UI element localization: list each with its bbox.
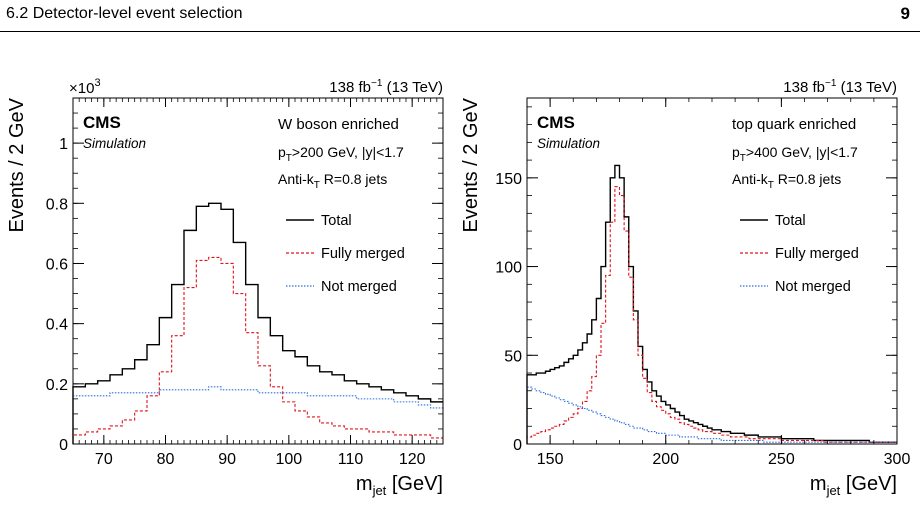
series-line-not-merged (526, 386, 897, 444)
x-tick-label: 200 (652, 451, 679, 468)
x-tick-label: 90 (218, 451, 236, 468)
y-tick-label: 50 (504, 348, 522, 365)
header-rule (0, 31, 920, 32)
page-number: 9 (900, 4, 910, 23)
x-tick-label: 70 (95, 451, 113, 468)
series-line-fully-merged (72, 256, 443, 444)
experiment-label: CMS (83, 113, 121, 132)
y-tick-label: 1 (59, 136, 68, 153)
lumi-label: 138 fb−1 (13 TeV) (783, 78, 897, 96)
jet-algorithm-label: Anti-kT R=0.8 jets (278, 171, 387, 191)
legend-entry-1: Total (775, 213, 806, 229)
y-tick-label: 0 (513, 437, 522, 454)
pt-cut-label: pT>400 GeV, |y|<1.7 (732, 144, 858, 164)
legend-entry-1: Total (321, 213, 352, 229)
y-tick-label: 0.6 (46, 256, 68, 273)
simulation-label: Simulation (83, 136, 146, 151)
series-line-total (526, 164, 897, 444)
series-line-fully-merged (526, 186, 897, 444)
x-tick-label: 250 (768, 451, 795, 468)
x-axis-label: mjet [GeV] (810, 473, 897, 498)
y-axis-label: Events / 2 GeV (6, 97, 28, 232)
y-tick-label: 0.4 (46, 317, 68, 334)
y-tick-label: 0 (59, 437, 68, 454)
y-tick-label: 100 (495, 260, 522, 277)
y-multiplier: ×103 (69, 77, 101, 97)
chart-panel-1: 70 80 90 100 110 120 0 0.2 0.4 0.6 0.8 1 ×103 138 fb−… (6, 77, 444, 498)
legend-entry-2: Fully merged (775, 246, 859, 262)
enriched-label: top quark enriched (732, 116, 856, 133)
x-tick-label: 100 (275, 451, 302, 468)
y-axis-label: Events / 2 GeV (460, 97, 482, 232)
chart-panel-2: 150 200 250 300 0 50 100 150 138 fb−1 (13 TeV) CM… (460, 78, 910, 498)
y-tick-label: 0.2 (46, 377, 68, 394)
y-tick-label: 0.8 (46, 196, 68, 213)
series-line-total (72, 202, 443, 444)
pt-cut-label: pT>200 GeV, |y|<1.7 (278, 144, 404, 164)
series-line-not-merged (72, 386, 443, 444)
section-title: 6.2 Detector-level event selection (6, 5, 243, 22)
legend-entry-2: Fully merged (321, 246, 405, 262)
simulation-label: Simulation (537, 136, 600, 151)
lumi-label: 138 fb−1 (13 TeV) (329, 78, 443, 96)
x-tick-label: 110 (338, 451, 364, 468)
x-tick-label: 120 (399, 451, 426, 468)
enriched-label: W boson enriched (278, 116, 399, 133)
page-header: 6.2 Detector-level event selection 9 (0, 0, 920, 34)
legend-entry-3: Not merged (775, 279, 851, 295)
x-tick-label: 300 (884, 451, 911, 468)
experiment-label: CMS (537, 113, 575, 132)
legend-entry-3: Not merged (321, 279, 397, 295)
x-axis-label: mjet [GeV] (356, 473, 443, 498)
jet-algorithm-label: Anti-kT R=0.8 jets (732, 171, 841, 191)
x-tick-label: 80 (157, 451, 175, 468)
x-tick-label: 150 (537, 451, 564, 468)
y-tick-label: 150 (495, 171, 522, 188)
